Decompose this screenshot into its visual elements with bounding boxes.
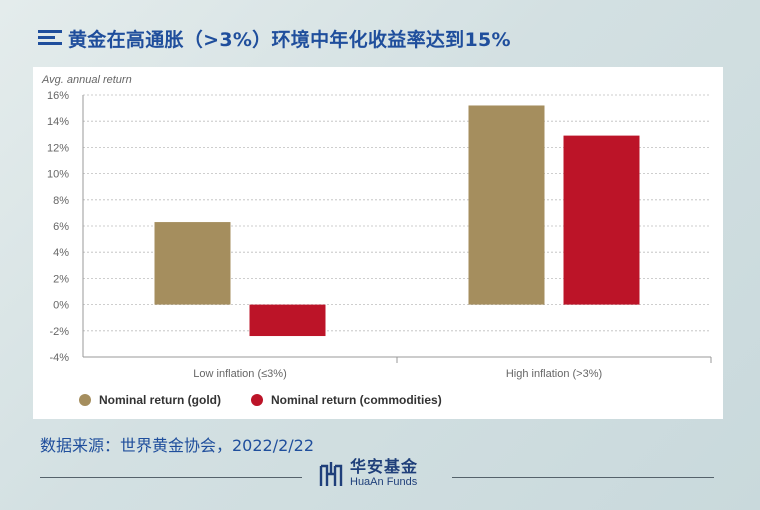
y-tick-label: 14% (47, 116, 69, 128)
legend-label: Nominal return (commodities) (271, 393, 442, 407)
bar-chart: Avg. annual return -4% -2% 0% 2% 4% 6% 8% 10% 12… (41, 74, 712, 407)
x-tick-label: Low inflation (≤3%) (193, 368, 286, 380)
legend-marker (79, 394, 91, 406)
y-tick-label: 2% (53, 273, 69, 285)
huaan-logo-icon (318, 460, 344, 488)
page-title: 黄金在高通胀（>3%）环境中年化收益率达到15% (38, 22, 511, 54)
y-tick-label: 10% (47, 169, 69, 181)
legend-label: Nominal return (gold) (99, 393, 221, 407)
y-axis-label: Avg. annual return (41, 74, 132, 86)
footer-divider-right (452, 477, 714, 478)
menu-lines-icon (38, 30, 62, 46)
bar (468, 105, 545, 305)
brand-name-cn: 华安基金 (350, 457, 419, 476)
bar (154, 222, 231, 305)
footer-divider-left (40, 477, 302, 478)
brand-logo: 华安基金 HuaAn Funds (318, 458, 418, 489)
bar (563, 135, 640, 305)
y-tick-label: 0% (53, 300, 69, 312)
x-tick-label: High inflation (>3%) (506, 368, 602, 380)
y-tick-label: 6% (53, 221, 69, 233)
bar (249, 304, 326, 337)
y-tick-label: -2% (49, 326, 69, 338)
y-tick-label: -4% (49, 352, 69, 364)
legend-marker (251, 394, 263, 406)
chart-panel: Avg. annual return -4% -2% 0% 2% 4% 6% 8% 10% 12… (33, 67, 723, 419)
y-tick-label: 12% (47, 142, 69, 154)
title-text: 黄金在高通胀（>3%）环境中年化收益率达到15% (68, 28, 511, 51)
brand-name-en: HuaAn Funds (350, 476, 418, 488)
y-tick-label: 16% (47, 90, 69, 102)
source-note: 数据来源：世界黄金协会，2022/2/22 (40, 436, 315, 455)
y-tick-label: 4% (53, 247, 69, 259)
y-tick-label: 8% (53, 195, 69, 207)
